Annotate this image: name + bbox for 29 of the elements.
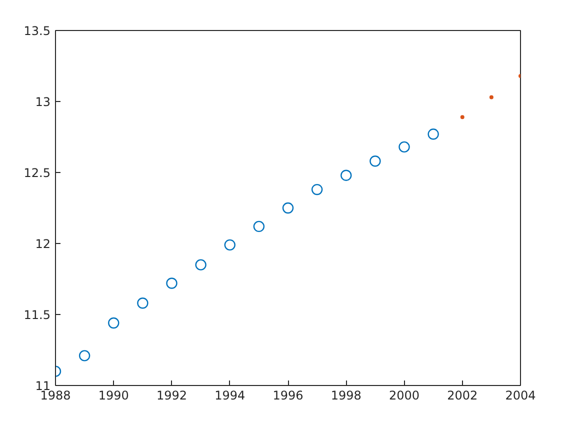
y-tick-label: 12.5 <box>24 166 50 180</box>
point <box>195 259 206 270</box>
point <box>311 184 323 196</box>
x-tick-label: 1990 <box>98 388 129 402</box>
x-tick-label: 2002 <box>447 388 478 402</box>
point <box>224 239 236 251</box>
point <box>398 141 410 153</box>
y-tick-label: 11.5 <box>24 308 50 322</box>
point <box>282 202 294 214</box>
point <box>489 95 494 100</box>
point <box>166 278 178 289</box>
x-tick-label: 2004 <box>505 388 536 402</box>
x-tick-label: 1994 <box>214 388 246 402</box>
x-tick-label: 1998 <box>330 388 362 402</box>
point <box>340 170 352 181</box>
point <box>253 220 265 232</box>
point <box>370 156 381 167</box>
point <box>428 128 439 140</box>
x-tick-label: 1992 <box>156 388 188 402</box>
x-tick-label: 1996 <box>272 388 304 402</box>
point <box>78 350 90 362</box>
point <box>460 115 464 120</box>
point <box>108 317 120 329</box>
y-tick-label: 13 <box>35 95 51 109</box>
x-tick-label: 1988 <box>40 388 71 402</box>
x-tick-label: 2000 <box>388 388 420 402</box>
point <box>137 298 148 309</box>
y-tick-label: 13.5 <box>24 24 50 38</box>
y-tick-label: 12 <box>35 237 51 251</box>
